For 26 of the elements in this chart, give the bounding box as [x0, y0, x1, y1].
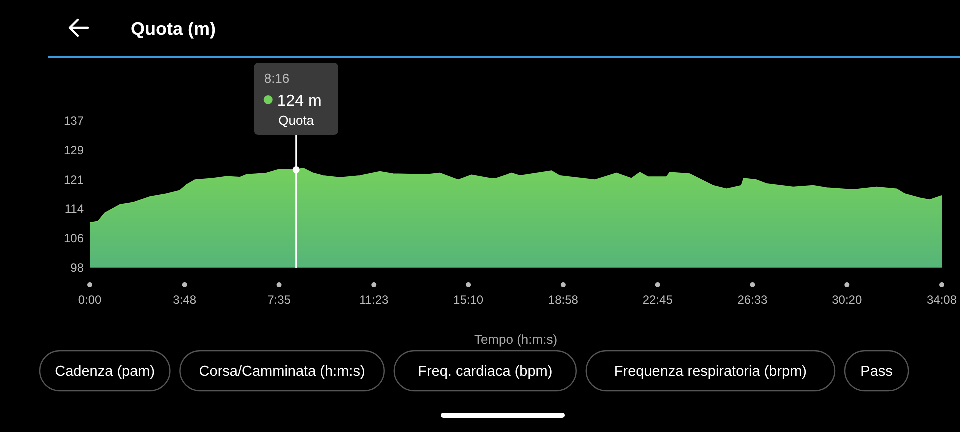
text: Cadenza (pam) — [55, 364, 156, 380]
y-tick-label: 129 — [64, 143, 84, 158]
x-axis-title: Tempo (h:m:s) — [474, 332, 558, 347]
text: Freq. cardiaca (bpm) — [418, 364, 553, 380]
x-tick-label: 15:10 — [454, 293, 484, 307]
x-tick-label: 11:23 — [360, 293, 390, 307]
y-tick-label: 137 — [64, 114, 84, 128]
y-tick-label: 114 — [64, 202, 84, 216]
x-tick-label: 30:20 — [832, 293, 862, 307]
x-tick-label: 7:35 — [268, 293, 292, 307]
text: Frequenza respiratoria (brpm) — [614, 364, 808, 380]
y-tick-label: 106 — [64, 232, 84, 246]
annotation: Quota — [278, 113, 315, 128]
x-tick-label: 3:48 — [173, 293, 197, 307]
y-tick-label: 121 — [64, 172, 84, 187]
x-tick-label: 26:33 — [738, 293, 768, 307]
y-tick-label: 98 — [70, 261, 84, 275]
text: Corsa/Camminata (h:m:s) — [199, 364, 366, 380]
x-tick-label: 22:45 — [642, 293, 674, 307]
text: 8:16 — [264, 71, 290, 86]
text: Pass — [860, 364, 893, 380]
text: 124 m — [277, 93, 322, 110]
chart-title: Quota (m) — [131, 19, 216, 39]
x-tick-label: 0:00 — [78, 293, 102, 307]
x-tick-label: 34:08 — [926, 293, 958, 307]
x-tick-label: 18:58 — [548, 293, 579, 307]
